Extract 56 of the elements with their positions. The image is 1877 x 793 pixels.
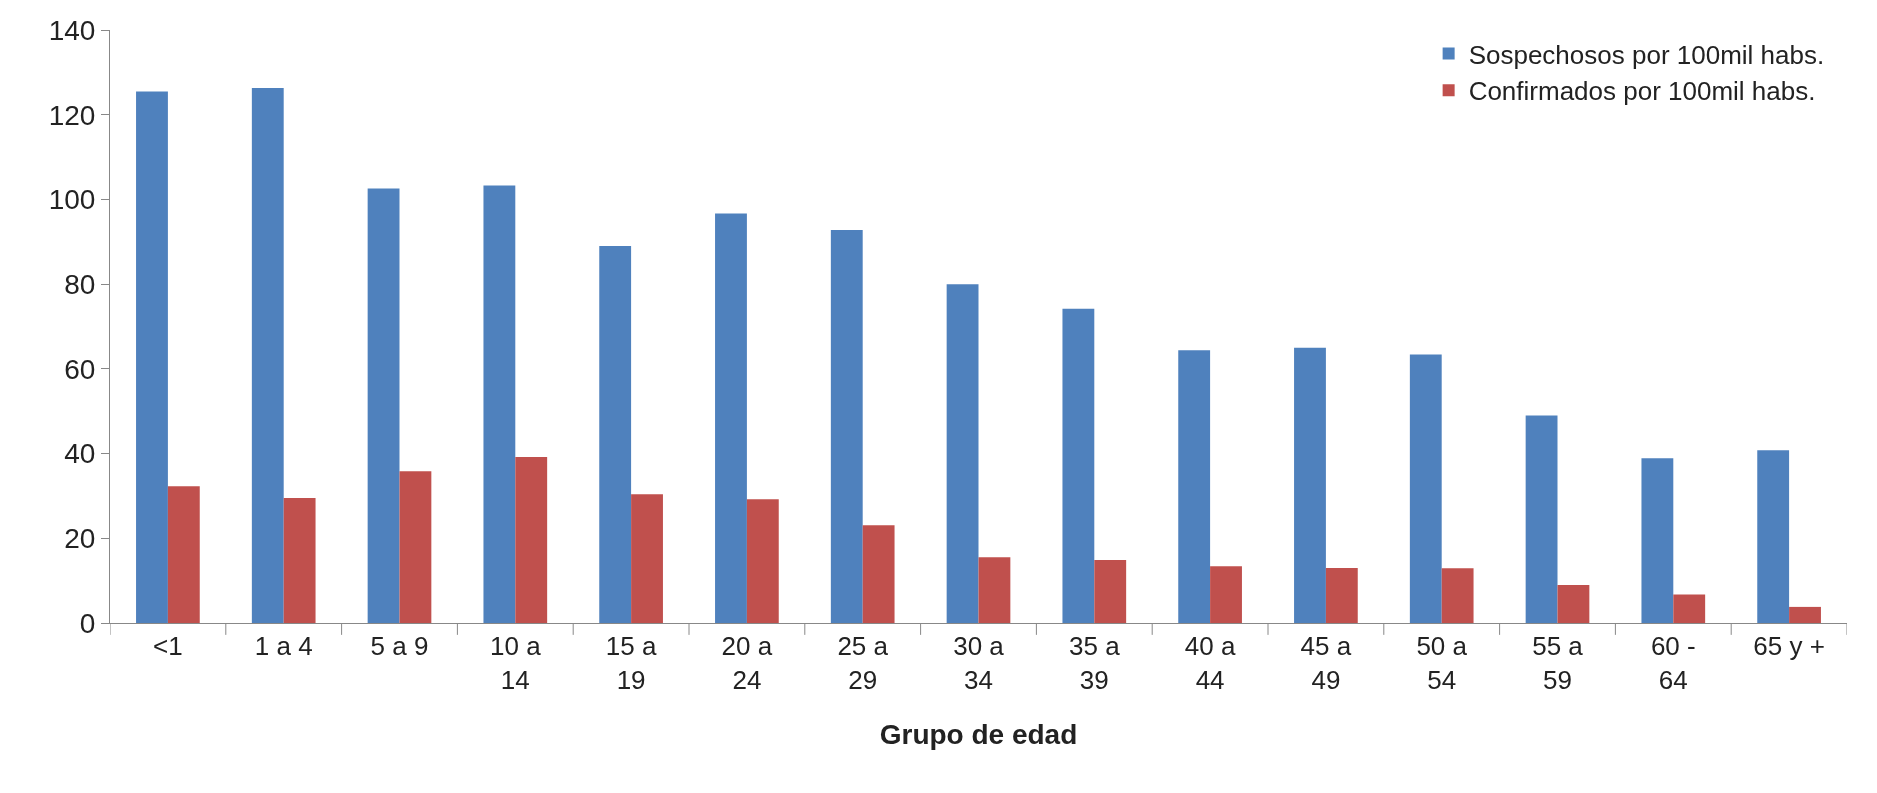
bar [830,229,863,623]
bar [1557,584,1590,623]
bar [1210,566,1242,623]
x-tick-label: 5 a 9 [370,631,429,662]
bar [1409,354,1442,623]
y-tick-label: 120 [48,99,96,131]
y-tick-label: 140 [48,14,96,46]
x-tick-label: 45 a 49 [1300,631,1352,695]
y-tick-label: 20 [64,523,96,555]
x-tick-label: 25 a 29 [837,631,889,695]
bar [1094,559,1127,623]
x-tick-label: 20 a 24 [721,631,773,695]
bar [515,456,548,623]
bar [1441,568,1474,623]
x-tick-label: 55 a 59 [1532,631,1584,695]
x-tick-label: <1 [153,631,183,662]
bar [946,284,979,623]
x-tick-label: 60 - 64 [1650,631,1696,695]
bar [978,557,1011,623]
bar [1641,458,1674,623]
x-tick-label: 1 a 4 [254,631,313,662]
x-axis-title: Grupo de edad [879,719,1078,751]
x-tick-label: 50 a 54 [1416,631,1468,695]
bar [399,471,432,623]
bar [483,185,516,623]
bar [631,494,663,623]
x-tick-label: 30 a 34 [953,631,1005,695]
y-tick-label: 80 [64,268,96,300]
x-tick-label: 10 a 14 [490,631,542,695]
bar [167,486,200,623]
legend-label: Confirmados por 100mil habs. [1468,76,1816,107]
y-tick-label: 40 [64,438,96,470]
bar [1325,567,1358,623]
x-tick-label: 35 a 39 [1069,631,1121,695]
bar [1294,347,1326,623]
bar [599,246,632,623]
bar [251,88,284,623]
y-tick-label: 60 [64,353,96,385]
bar [1062,308,1095,623]
x-tick-label: 65 y + [1753,631,1825,662]
x-tick-label: 40 a 44 [1184,631,1236,695]
bar [1757,450,1790,623]
bar [283,498,316,623]
bar [1525,415,1558,623]
x-tick-label: 15 a 19 [605,631,657,695]
bar [1673,594,1706,623]
bar [1178,350,1211,623]
bar [367,188,400,623]
y-tick-label: 100 [48,184,96,216]
bar [1789,606,1821,623]
bar [862,525,895,623]
bar [136,91,168,623]
y-tick-label: 0 [79,607,96,639]
bar [715,213,747,623]
legend-label: Sospechosos por 100mil habs. [1468,39,1825,70]
bar [746,499,779,623]
